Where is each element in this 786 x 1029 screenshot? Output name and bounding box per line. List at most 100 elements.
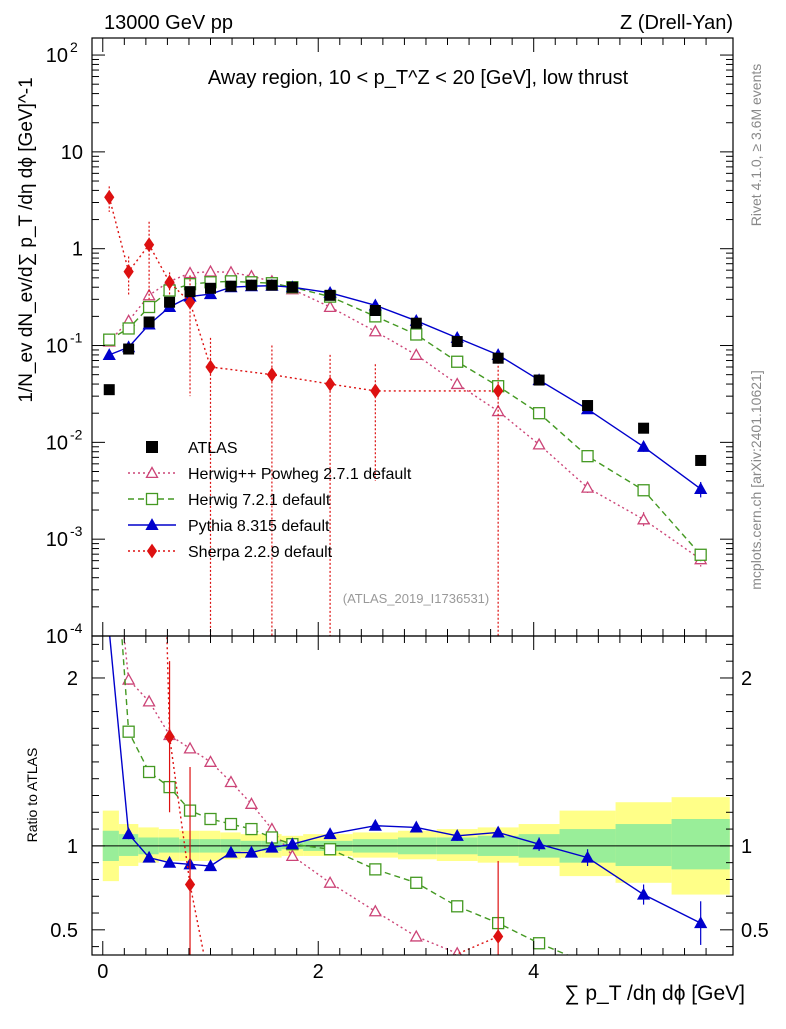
series-2-ratio-point: [532, 837, 546, 850]
legend-label-0: Herwig++ Powheg 2.7.1 default: [188, 466, 412, 483]
series-1-ratio-point: [142, 765, 156, 779]
legend-marker-0: [145, 466, 159, 479]
x-tick-label: 2: [313, 961, 324, 983]
y-tick-label-main: 10: [61, 142, 83, 164]
atlas-data-point: [582, 400, 594, 412]
uncertainty-band-green: [158, 837, 180, 853]
series-0-ratio-point: [323, 875, 337, 888]
series-0-main-point: [580, 480, 595, 493]
series-3-ratio-point: [184, 877, 196, 892]
series-2-ratio-point: [224, 845, 238, 858]
y-tick-exponent: -3: [70, 523, 83, 539]
plot-title: Away region, 10 < p_T^Z < 20 [GeV], low …: [208, 67, 629, 89]
ratio-frame: [91, 635, 734, 956]
ratio-tick-label-left: 2: [67, 668, 78, 690]
series-2-main-line: [108, 284, 702, 490]
y-axis-label-ratio: Ratio to ATLAS: [24, 748, 40, 843]
series-2-ratio-point: [323, 827, 337, 840]
y-tick-label-main: 10: [46, 626, 68, 648]
atlas-data-point: [245, 279, 257, 291]
y-tick-label-main: 1: [72, 239, 83, 261]
series-1-ratio-point: [323, 843, 337, 856]
series-2-ratio-point: [162, 855, 177, 868]
x-tick-label: 4: [528, 961, 539, 983]
series-3-main-point: [164, 274, 175, 290]
series-1-main-point: [142, 300, 156, 314]
series-1-ratio-point: [245, 822, 258, 836]
atlas-data-point: [103, 384, 115, 396]
y-tick-label-main: 10: [46, 336, 68, 358]
series-2-ratio-point: [450, 828, 464, 841]
atlas-data-point: [533, 374, 545, 386]
series-0-main-point: [203, 264, 218, 277]
series-0-main-point: [368, 324, 382, 337]
y-tick-label-main: 10: [46, 45, 68, 67]
atlas-data-point: [205, 282, 217, 294]
rivet-label: Rivet 4.1.0, ≥ 3.6M events: [748, 64, 764, 227]
atlas-data-point: [184, 286, 196, 298]
series-3-ratio-line: [166, 636, 499, 955]
series-0-main-point: [450, 377, 464, 390]
ratio-tick-label-left: 0.5: [50, 920, 78, 942]
ratio-tick-label-right: 2: [741, 668, 752, 690]
y-tick-exponent: -1: [70, 330, 83, 346]
series-2-ratio-point: [409, 820, 423, 833]
series-2-ratio-point: [636, 887, 651, 900]
x-axis-label: ∑ p_T /dη dϕ [GeV]: [565, 982, 745, 1005]
series-2-ratio-point: [122, 827, 136, 840]
series-0-main-line: [108, 270, 702, 560]
y-tick-exponent: 2: [70, 39, 78, 55]
series-1-main-point: [532, 407, 546, 420]
series-0-ratio-point: [224, 775, 238, 788]
series-0-ratio-point: [244, 797, 259, 809]
watermark: (ATLAS_2019_I1736531): [343, 591, 489, 606]
series-0-main-point: [183, 266, 197, 279]
atlas-data-point: [638, 422, 650, 434]
atlas-data-point: [225, 280, 237, 292]
series-2-ratio-point: [285, 837, 299, 850]
x-tick-label: 0: [97, 961, 108, 983]
series-1-ratio-line: [121, 636, 570, 955]
series-0-ratio-point: [409, 929, 423, 942]
mcplots-label: mcplots.cern.ch [arXiv:2401.10621]: [748, 370, 764, 589]
series-3-main-point: [370, 383, 381, 399]
series-3-main-point: [104, 189, 115, 205]
series-1-main-point: [581, 450, 594, 463]
series-3-main-point: [123, 264, 134, 279]
series-2-ratio-point: [580, 850, 595, 863]
legend-label-3: Sherpa 2.2.9 default: [188, 544, 333, 561]
series-3-main-point: [266, 367, 278, 383]
legend-marker-3: [146, 543, 158, 559]
series-3-main-point: [143, 237, 155, 253]
atlas-data-point: [266, 279, 278, 291]
atlas-data-point: [324, 289, 336, 301]
ratio-tick-label-right: 1: [741, 836, 752, 858]
atlas-data-point: [369, 305, 381, 317]
header-left: 13000 GeV pp: [104, 12, 233, 34]
series-1-main-line: [108, 280, 702, 556]
series-0-main-point: [532, 437, 546, 450]
legend-marker-atlas: [146, 441, 158, 453]
series-1-main-point: [122, 322, 135, 335]
uncertainty-band-green: [671, 819, 730, 870]
series-2-main-point: [694, 482, 708, 495]
legend-label-1: Herwig 7.2.1 default: [188, 492, 331, 509]
series-1-ratio-point: [451, 900, 464, 913]
series-2-main-point: [636, 439, 651, 452]
uncertainty-band-green: [615, 824, 672, 867]
y-tick-label-main: 10: [46, 432, 68, 454]
series-2-ratio-point: [368, 818, 382, 831]
ratio-tick-label-right: 0.5: [741, 920, 769, 942]
series-3-main-point: [184, 294, 196, 310]
series-3-ratio-point: [164, 729, 175, 745]
series-1-main-point: [451, 355, 464, 368]
atlas-data-point: [492, 352, 504, 364]
series-0-ratio-point: [452, 946, 462, 955]
series-2-ratio-point: [244, 845, 259, 858]
series-0-ratio-point: [285, 849, 299, 861]
series-2-ratio-point: [142, 850, 156, 863]
series-3-main-point: [324, 376, 336, 392]
series-2-ratio-point: [203, 859, 218, 872]
